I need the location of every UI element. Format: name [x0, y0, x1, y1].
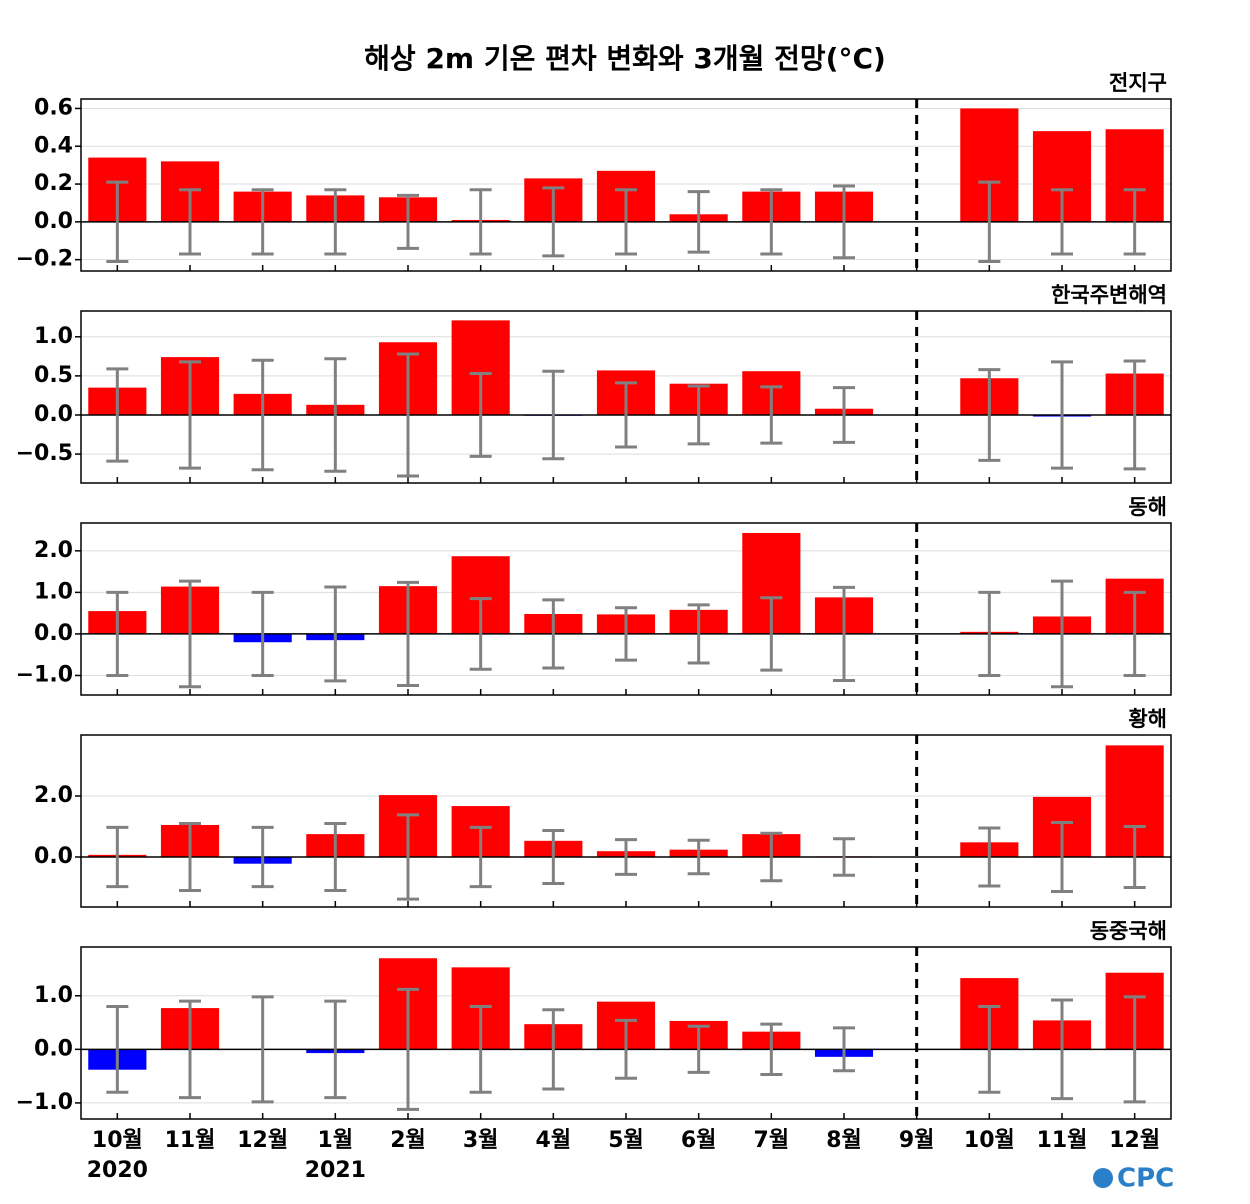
y-tick-label: 0.0: [34, 621, 73, 646]
x-tick-label: 10월: [92, 1128, 143, 1153]
year-label: 2020: [87, 1158, 148, 1183]
x-tick-label: 12월: [237, 1128, 288, 1153]
y-tick-label: −0.5: [16, 441, 73, 466]
logo-globe: [1093, 1168, 1113, 1188]
year-label: 2021: [305, 1158, 366, 1183]
y-tick-label: 1.0: [34, 983, 73, 1008]
y-tick-label: 0.0: [34, 844, 73, 869]
y-tick-label: 0.2: [34, 171, 73, 196]
x-tick-label: 1월: [318, 1128, 354, 1153]
panel-title: 동중국해: [1090, 919, 1167, 943]
panel-title: 동해: [1128, 495, 1167, 519]
panel-title: 전지구: [1109, 71, 1167, 95]
y-tick-label: 0.0: [34, 402, 73, 427]
y-tick-label: −0.2: [16, 247, 73, 272]
panel-title: 황해: [1128, 707, 1167, 731]
x-tick-label: 7월: [754, 1128, 790, 1153]
y-tick-label: 0.5: [34, 363, 73, 388]
x-tick-label: 11월: [1037, 1128, 1088, 1153]
x-tick-label: 2월: [390, 1128, 426, 1153]
x-tick-label: 5월: [608, 1128, 644, 1153]
y-tick-label: 1.0: [34, 324, 73, 349]
y-tick-label: 0.4: [34, 133, 73, 158]
y-tick-label: −1.0: [16, 662, 73, 687]
x-tick-label: 11월: [165, 1128, 216, 1153]
x-tick-label: 3월: [463, 1128, 499, 1153]
x-tick-label: 4월: [536, 1128, 572, 1153]
x-tick-label: 6월: [681, 1128, 717, 1153]
y-tick-label: 0.0: [34, 1036, 73, 1061]
panel-title: 한국주변해역: [1051, 283, 1167, 307]
y-tick-label: 1.0: [34, 579, 73, 604]
y-tick-label: 2.0: [34, 538, 73, 563]
x-tick-label: 12월: [1109, 1128, 1160, 1153]
logo: CPC: [1117, 1164, 1174, 1194]
plot-frame: [81, 735, 1171, 907]
x-tick-label: 8월: [826, 1128, 862, 1153]
y-tick-label: 0.0: [34, 209, 73, 234]
y-tick-label: 0.6: [34, 95, 73, 120]
x-tick-label: 10월: [964, 1128, 1015, 1153]
y-tick-label: −1.0: [16, 1090, 73, 1115]
y-tick-label: 2.0: [34, 783, 73, 808]
figure-title: 해상 2m 기온 편차 변화와 3개월 전망(°C): [364, 42, 886, 75]
x-tick-label: 9월: [899, 1128, 935, 1153]
